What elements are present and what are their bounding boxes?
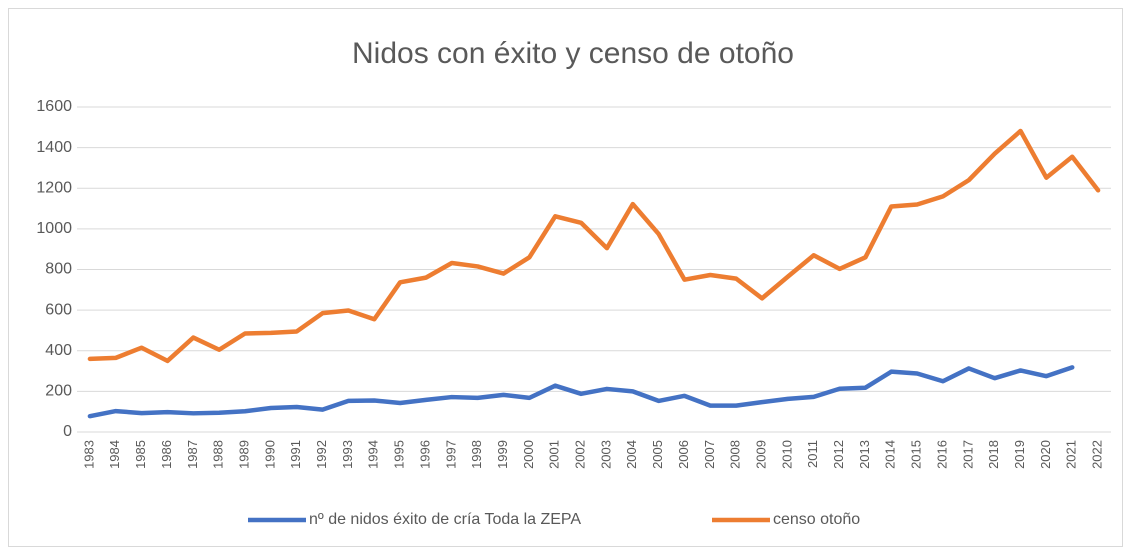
- x-tick-label: 1995: [392, 440, 407, 469]
- x-tick-label: 2002: [573, 440, 588, 469]
- x-tick-label: 1990: [262, 440, 277, 469]
- x-tick-label: 1988: [211, 440, 226, 469]
- x-tick-label: 2010: [779, 440, 794, 469]
- x-tick-label: 2001: [547, 440, 562, 469]
- y-tick-label: 1000: [36, 220, 72, 237]
- x-tick-label: 2017: [960, 440, 975, 469]
- y-tick-label: 200: [45, 383, 72, 400]
- x-tick-label: 2003: [598, 440, 613, 469]
- y-tick-label: 1400: [36, 139, 72, 156]
- series-line: [87, 128, 1101, 364]
- legend-label: censo otoño: [773, 511, 860, 528]
- x-tick-label: 2004: [624, 440, 639, 469]
- chart-border: [8, 8, 1123, 547]
- x-tick-label: 2022: [1090, 440, 1105, 469]
- x-tick-label: 2019: [1012, 440, 1027, 469]
- x-tick-label: 2016: [934, 440, 949, 469]
- x-tick-label: 2008: [728, 440, 743, 469]
- x-tick-label: 2020: [1038, 440, 1053, 469]
- x-tick-label: 2007: [702, 440, 717, 469]
- x-tick-label: 1985: [133, 440, 148, 469]
- legend-label: nº de nidos éxito de cría Toda la ZEPA: [309, 511, 581, 528]
- y-tick-label: 800: [45, 261, 72, 278]
- x-tick-label: 2015: [909, 440, 924, 469]
- x-tick-label: 1999: [495, 440, 510, 469]
- x-tick-label: 1984: [107, 440, 122, 469]
- series-line: [87, 365, 1075, 419]
- x-tick-label: 2006: [676, 440, 691, 469]
- x-tick-label: 2011: [805, 440, 820, 468]
- x-tick-label: 1983: [81, 440, 96, 469]
- x-tick-label: 1991: [288, 440, 303, 469]
- y-tick-label: 1200: [36, 179, 72, 196]
- y-tick-label: 1600: [36, 98, 72, 115]
- x-tick-label: 2021: [1064, 440, 1079, 469]
- x-tick-label: 2000: [521, 440, 536, 469]
- x-tick-label: 1992: [314, 440, 329, 469]
- x-tick-label: 2013: [857, 440, 872, 469]
- x-tick-label: 1989: [236, 440, 251, 469]
- x-tick-label: 1996: [417, 440, 432, 469]
- y-tick-label: 0: [63, 423, 72, 440]
- x-tick-label: 2012: [831, 440, 846, 469]
- x-tick-label: 1994: [366, 440, 381, 469]
- x-tick-label: 1993: [340, 440, 355, 469]
- y-tick-label: 600: [45, 301, 72, 318]
- x-tick-label: 1987: [185, 440, 200, 469]
- x-tick-label: 1998: [469, 440, 484, 469]
- x-tick-label: 1997: [443, 440, 458, 469]
- y-tick-label: 400: [45, 342, 72, 359]
- x-tick-label: 1986: [159, 440, 174, 469]
- x-tick-label: 2018: [986, 440, 1001, 469]
- x-tick-label: 2014: [883, 440, 898, 469]
- x-tick-label: 2009: [753, 440, 768, 469]
- x-tick-label: 2005: [650, 440, 665, 469]
- chart-title: Nidos con éxito y censo de otoño: [352, 37, 794, 70]
